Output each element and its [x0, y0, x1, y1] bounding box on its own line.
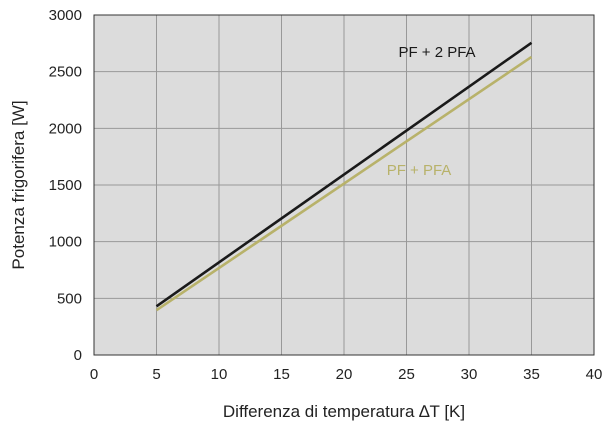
plot-frame — [93, 14, 595, 356]
x-axis-title: Differenza di temperatura ∆T [K] — [223, 402, 465, 421]
series-label-0: PF + 2 PFA — [398, 44, 475, 61]
x-tick-label: 35 — [523, 366, 540, 383]
series-layer — [155, 41, 533, 312]
series-labels: PF + 2 PFA PF + PFA — [387, 44, 476, 179]
y-tick-label: 2000 — [49, 120, 82, 137]
y-tick-label: 0 — [74, 347, 82, 364]
y-axis-title: Potenza frigorifera [W] — [9, 100, 28, 269]
x-tick-label: 30 — [461, 366, 478, 383]
x-tick-label: 0 — [90, 366, 98, 383]
x-tick-label: 5 — [152, 366, 160, 383]
y-tick-label: 1500 — [49, 177, 82, 194]
series-label-1: PF + PFA — [387, 162, 452, 179]
series-line-1 — [155, 55, 533, 312]
y-tick-label: 1000 — [49, 234, 82, 251]
x-tick-label: 25 — [398, 366, 415, 383]
x-tick-label: 20 — [336, 366, 353, 383]
y-tick-labels: 0 500 1000 1500 2000 2500 3000 — [49, 7, 82, 364]
x-tick-label: 40 — [586, 366, 603, 383]
y-tick-label: 3000 — [49, 7, 82, 24]
x-tick-label: 15 — [273, 366, 290, 383]
y-tick-label: 2500 — [49, 64, 82, 81]
x-tick-label: 10 — [211, 366, 228, 383]
x-tick-labels: 0 5 10 15 20 25 30 35 40 — [90, 366, 603, 383]
series-line-0 — [155, 41, 533, 308]
y-tick-label: 500 — [57, 290, 82, 307]
